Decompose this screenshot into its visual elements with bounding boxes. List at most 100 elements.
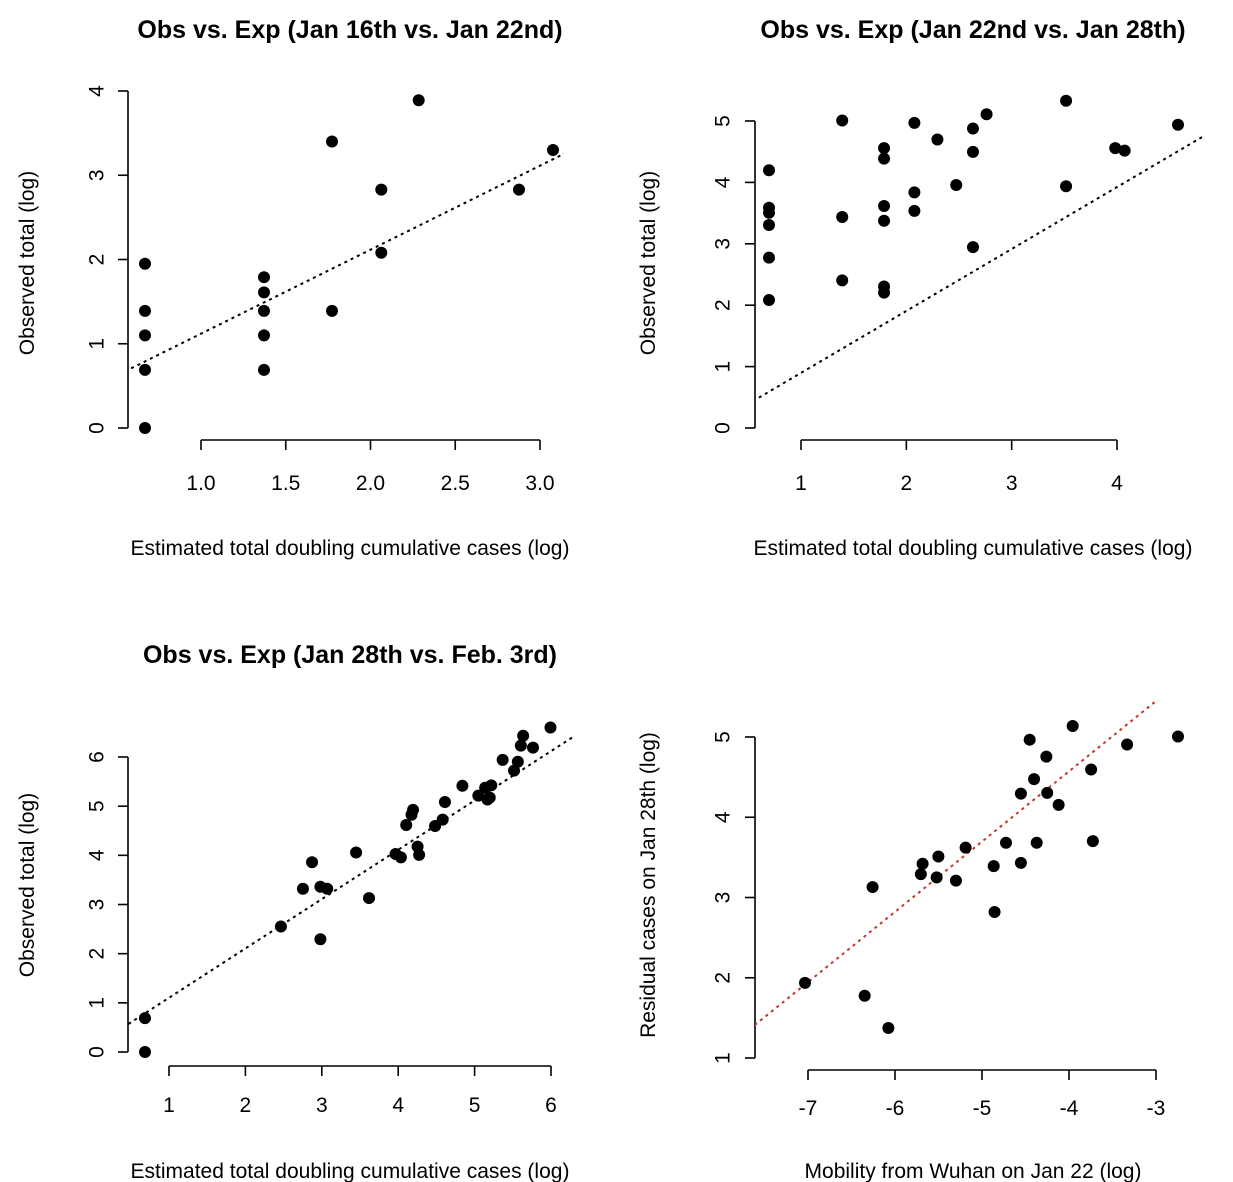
data-point	[139, 1046, 151, 1058]
data-point	[544, 721, 557, 734]
data-point	[314, 933, 327, 946]
x-tick-label: 1	[795, 472, 807, 495]
data-point	[517, 729, 530, 742]
y-tick-label: 5	[711, 731, 734, 743]
chart-title: Obs vs. Exp (Jan 16th vs. Jan 22nd)	[137, 16, 562, 44]
data-point	[836, 114, 849, 127]
data-point	[1060, 94, 1073, 107]
y-tick-label: 2	[711, 972, 734, 984]
x-tick-label: 1.5	[271, 472, 300, 495]
data-point	[1014, 856, 1027, 869]
data-point	[878, 214, 891, 227]
x-tick-label: -6	[886, 1097, 905, 1120]
data-point	[1086, 835, 1099, 848]
data-point	[1172, 730, 1184, 743]
chart-title: Obs vs. Exp (Jan 22nd vs. Jan 28th)	[760, 16, 1185, 44]
y-tick-label: 0	[711, 422, 734, 434]
data-point	[350, 846, 363, 859]
data-point	[763, 294, 775, 307]
data-point	[878, 199, 891, 212]
data-point	[326, 304, 338, 317]
y-tick-label: 1	[711, 361, 734, 373]
data-point	[483, 791, 496, 804]
data-point	[1028, 773, 1041, 786]
y-tick-label: 0	[85, 422, 108, 434]
data-point	[1172, 118, 1184, 131]
data-point	[1023, 733, 1036, 746]
data-point	[375, 183, 388, 196]
x-tick-label: -4	[1060, 1097, 1079, 1120]
data-point	[763, 201, 775, 214]
x-tick-label: 5	[469, 1094, 481, 1117]
y-axis-label: Residual cases on Jan 28th (log)	[637, 732, 660, 1038]
y-axis-label: Observed total (log)	[16, 171, 39, 355]
data-point	[436, 813, 449, 826]
data-point	[858, 989, 871, 1002]
data-point	[139, 363, 151, 376]
x-tick-label: -5	[973, 1097, 992, 1120]
data-point	[321, 882, 334, 895]
y-tick-label: 1	[711, 1052, 734, 1064]
data-point	[866, 881, 879, 894]
data-point	[1121, 738, 1134, 751]
data-point	[258, 286, 270, 299]
data-point	[456, 779, 469, 792]
y-tick-label: 2	[85, 948, 108, 960]
x-tick-label: 4	[1111, 472, 1123, 495]
data-point	[296, 882, 309, 895]
x-tick-label: 2.0	[356, 472, 385, 495]
data-point	[914, 868, 927, 881]
data-point	[1109, 142, 1122, 155]
data-point	[763, 219, 775, 232]
data-point	[258, 304, 270, 317]
data-point	[306, 856, 319, 869]
data-point	[326, 135, 338, 148]
data-point	[394, 851, 407, 864]
data-point	[836, 211, 849, 224]
data-point	[407, 803, 420, 816]
data-point	[496, 753, 509, 766]
x-tick-label: -7	[799, 1097, 818, 1120]
data-point	[258, 271, 270, 284]
data-point	[878, 142, 891, 155]
y-tick-label: 5	[711, 115, 734, 127]
x-tick-label: 3	[316, 1094, 328, 1117]
data-point	[836, 274, 849, 287]
y-tick-label: 4	[711, 811, 734, 823]
data-point	[763, 251, 775, 264]
data-point	[882, 1022, 895, 1034]
y-tick-label: 1	[85, 338, 108, 350]
y-tick-label: 3	[85, 899, 108, 911]
data-point	[950, 179, 963, 192]
y-axis-label: Observed total (log)	[16, 793, 39, 977]
x-tick-label: 2	[900, 472, 912, 495]
data-point	[412, 94, 425, 107]
data-point	[1041, 786, 1054, 799]
data-point	[513, 183, 525, 196]
y-tick-label: 5	[85, 800, 108, 812]
y-tick-label: 0	[85, 1046, 108, 1058]
y-axis-label: Observed total (log)	[637, 171, 660, 355]
data-point	[799, 976, 811, 989]
x-axis-label: Mobility from Wuhan on Jan 22 (log)	[805, 1160, 1142, 1182]
data-point	[485, 779, 498, 792]
data-point	[966, 145, 979, 158]
y-tick-label: 1	[85, 997, 108, 1009]
data-point	[438, 795, 451, 808]
data-point	[511, 755, 524, 768]
data-point	[988, 906, 1001, 919]
data-point	[1040, 750, 1053, 763]
data-point	[1060, 180, 1073, 193]
reference-line	[128, 735, 573, 1026]
chart-title: Obs vs. Exp (Jan 28th vs. Feb. 3rd)	[143, 641, 557, 669]
x-tick-label: -3	[1147, 1097, 1166, 1120]
data-point	[472, 789, 485, 802]
y-tick-label: 2	[85, 254, 108, 266]
data-point	[1052, 798, 1065, 811]
data-point	[1014, 787, 1027, 800]
x-axis-label: Estimated total doubling cumulative case…	[131, 537, 570, 560]
data-point	[878, 280, 891, 293]
data-point	[908, 116, 921, 129]
data-point	[949, 874, 962, 887]
y-tick-label: 6	[85, 751, 108, 763]
